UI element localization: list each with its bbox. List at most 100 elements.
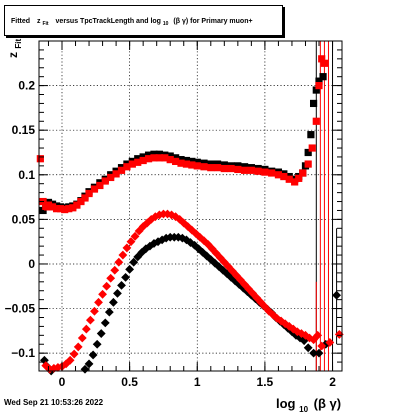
data-point-diamond	[90, 306, 99, 316]
data-point-square	[200, 163, 208, 171]
y-tick-label: −0.05	[5, 302, 36, 316]
x-tick-label: 0	[59, 375, 66, 389]
data-point-diamond	[65, 355, 75, 365]
data-point-square	[307, 131, 315, 139]
data-point-diamond	[194, 244, 204, 254]
data-point-square	[107, 173, 115, 182]
data-points-layer	[36, 55, 344, 376]
data-point-diamond	[86, 315, 95, 325]
data-point-square	[123, 163, 131, 171]
data-point-diamond	[125, 264, 135, 274]
data-point-diamond	[295, 333, 305, 343]
data-point-diamond	[69, 349, 79, 359]
data-point-diamond	[122, 243, 132, 253]
x-tick-label: 0.5	[121, 375, 138, 389]
data-point-diamond	[179, 218, 189, 228]
data-point-diamond	[81, 324, 91, 334]
data-point-diamond	[150, 212, 160, 222]
data-point-square	[304, 160, 312, 168]
data-point-square	[112, 170, 120, 178]
data-point-diamond	[187, 225, 197, 235]
data-point-diamond	[325, 338, 335, 347]
data-point-diamond	[126, 237, 136, 247]
data-point-square	[155, 154, 163, 162]
data-point-diamond	[77, 333, 87, 343]
data-point-square	[312, 86, 320, 94]
footer-datetime: Wed Sep 21 10:53:26 2022	[4, 398, 104, 407]
y-axis-label-main: z	[6, 52, 20, 58]
data-point-square	[193, 162, 201, 170]
title-expr: (β γ) for Primary muon+	[173, 18, 252, 25]
data-point-diamond	[61, 359, 71, 369]
data-point-square	[144, 155, 153, 163]
error-bar-layer	[315, 41, 338, 371]
data-point-square	[172, 157, 180, 166]
data-point-square	[188, 161, 196, 169]
data-point-diamond	[40, 355, 49, 365]
y-axis-label: z Fit	[6, 39, 23, 58]
data-point-square	[247, 166, 255, 174]
data-point-square	[241, 166, 249, 174]
data-point-diamond	[309, 348, 318, 358]
x-axis-label-expr: (β γ)	[314, 396, 341, 411]
y-tick-label: 0.15	[12, 123, 36, 137]
title-log-sub: 10	[163, 21, 169, 27]
data-point-diamond	[129, 257, 139, 267]
data-point-diamond	[198, 247, 208, 257]
data-point-diamond	[88, 350, 98, 360]
data-point-square	[73, 201, 81, 209]
data-point-square	[77, 197, 85, 206]
data-point-diamond	[73, 342, 83, 352]
data-point-square	[295, 174, 303, 182]
data-point-square	[213, 164, 222, 172]
data-point-diamond	[252, 293, 262, 303]
data-point-diamond	[203, 239, 213, 249]
title-middle: versus TpcTrackLength and log	[56, 18, 161, 25]
data-point-diamond	[94, 297, 103, 307]
title-var: z	[37, 18, 41, 25]
data-point-diamond	[207, 244, 217, 254]
data-point-diamond	[130, 231, 140, 241]
data-point-diamond	[317, 341, 327, 351]
data-point-square	[166, 156, 174, 164]
data-point-square	[227, 164, 235, 173]
data-point-diamond	[177, 233, 187, 243]
data-point-square	[309, 99, 318, 108]
data-point-diamond	[110, 265, 120, 275]
data-point-square	[61, 205, 69, 214]
data-point-diamond	[141, 244, 151, 254]
data-point-square	[52, 205, 61, 213]
data-point-square	[319, 73, 327, 81]
chart-title: Fitted z Fit versus TpcTrackLength and l…	[11, 18, 253, 27]
y-axis-label-sub: Fit	[14, 39, 23, 49]
data-point-square	[274, 171, 283, 179]
data-point-square	[101, 177, 109, 185]
plot-frame	[38, 40, 343, 372]
data-point-diamond	[280, 319, 290, 329]
data-point-diamond	[114, 257, 124, 267]
data-point-diamond	[186, 238, 195, 247]
data-point-diamond	[96, 329, 106, 338]
data-point-square	[304, 148, 312, 157]
data-point-diamond	[134, 226, 144, 236]
y-tick-label: 0.1	[18, 168, 35, 182]
data-point-diamond	[149, 239, 159, 248]
x-tick-label: 2	[329, 375, 336, 389]
data-point-square	[65, 205, 73, 213]
y-tick-label: −0.1	[11, 346, 35, 360]
data-point-square	[207, 164, 215, 172]
data-point-diamond	[313, 330, 323, 340]
data-point-diamond	[84, 359, 94, 369]
data-point-square	[299, 169, 307, 177]
data-point-diamond	[256, 297, 266, 307]
data-point-diamond	[171, 212, 181, 222]
data-point-diamond	[303, 343, 313, 353]
data-point-square	[128, 160, 136, 168]
data-point-square	[268, 169, 276, 177]
data-point-diamond	[133, 252, 143, 262]
data-point-diamond	[167, 210, 176, 220]
x-tick-label: 1	[194, 375, 201, 389]
data-point-diamond	[190, 240, 199, 250]
data-point-diamond	[163, 209, 172, 219]
data-point-square	[134, 158, 142, 166]
